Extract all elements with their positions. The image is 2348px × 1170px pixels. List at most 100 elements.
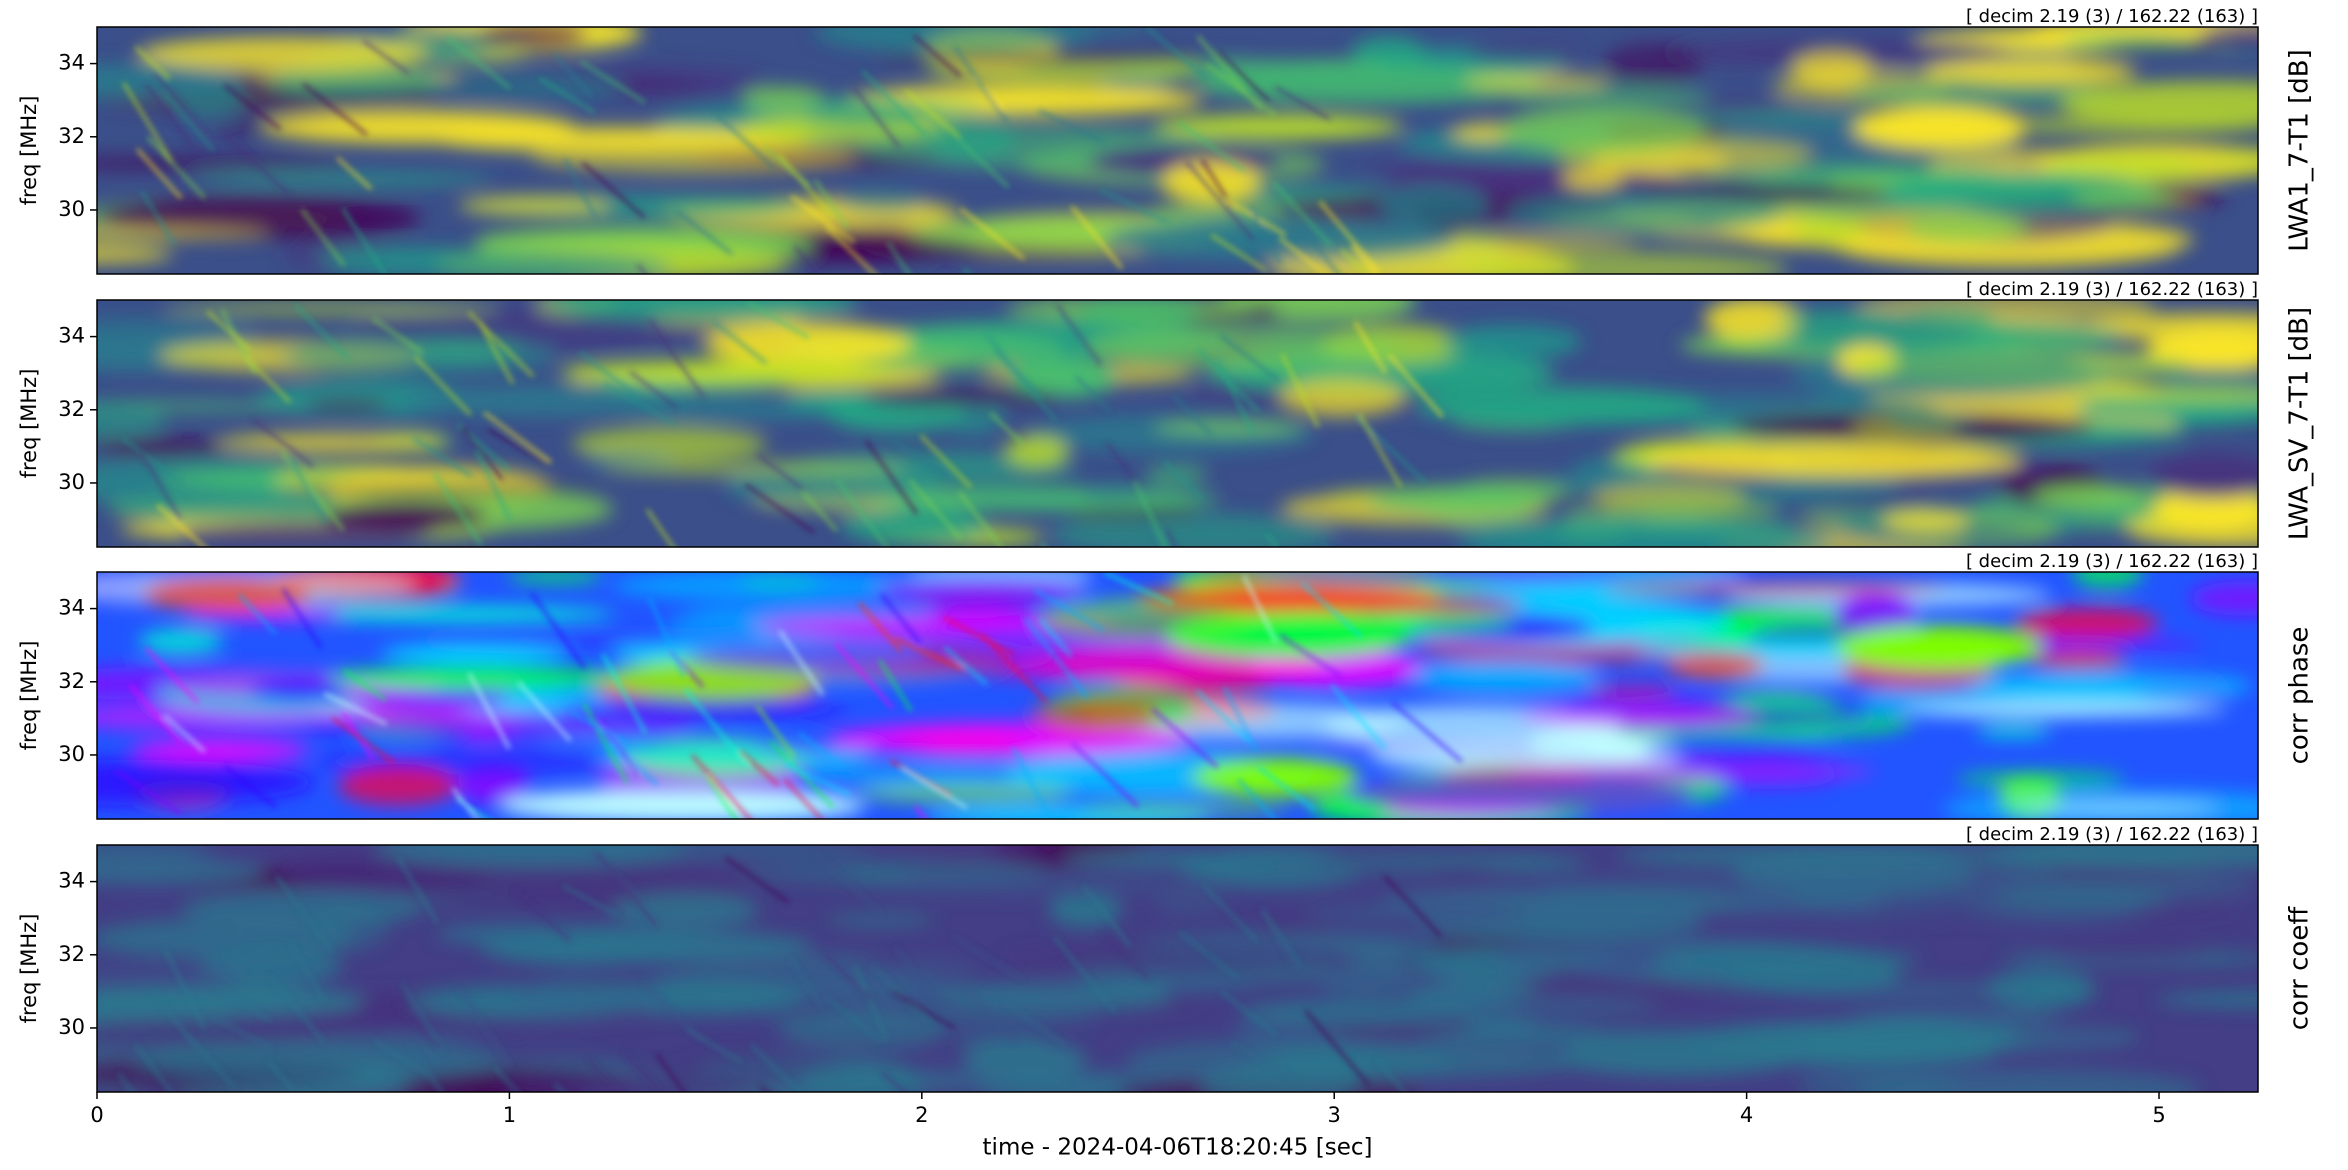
texture-blob (1152, 422, 1304, 433)
y-axis-label: freq [MHz] (17, 369, 41, 479)
texture-blob (602, 462, 908, 475)
texture-blob (572, 427, 767, 461)
texture-blob (838, 187, 926, 212)
texture-blob (885, 957, 979, 981)
texture-blob (1368, 486, 1550, 516)
texture-blob (2008, 1027, 2125, 1042)
texture-blob (1004, 941, 1361, 977)
texture-streak (441, 1092, 509, 1167)
texture-blob (876, 579, 1089, 604)
x-tick-label: 4 (1740, 1103, 1753, 1127)
y-axis-label: freq [MHz] (17, 641, 41, 751)
texture-blob (962, 1040, 1087, 1079)
texture-blob (1904, 213, 2030, 243)
texture-blob (531, 139, 858, 174)
texture-blob (1358, 162, 1559, 173)
texture-blob (1458, 252, 1789, 286)
texture-blob (338, 765, 459, 806)
panel-annotation: [ decim 2.19 (3) / 162.22 (163) ] (1966, 6, 2258, 27)
x-axis-label: time - 2024-04-06T18:20:45 [sec] (983, 1135, 1373, 1161)
texture-blob (704, 322, 912, 365)
texture-blob (1505, 192, 1783, 233)
texture-blob (1881, 510, 1968, 532)
panel-title: LWA1_7-T1 [dB] (2285, 49, 2315, 252)
texture-blob (1969, 672, 2252, 701)
y-tick-label: 30 (58, 742, 85, 766)
y-tick-label: 30 (58, 470, 85, 494)
texture-blob (1468, 44, 1583, 61)
texture-blob (1419, 387, 1706, 425)
texture-blob (2065, 388, 2301, 402)
texture-blob (1268, 60, 1395, 74)
y-tick-label: 32 (58, 669, 85, 693)
texture-blob (1240, 999, 1474, 1026)
texture-blob (1849, 350, 2191, 386)
texture-streak (614, 1089, 650, 1160)
panel-title: corr coeff (2285, 906, 2315, 1031)
texture-blob (262, 111, 575, 144)
texture-streak (129, 1090, 199, 1150)
texture-blob (93, 438, 228, 457)
y-tick-label: 34 (58, 51, 85, 75)
texture-blob (1666, 652, 1766, 679)
texture-blob (875, 54, 1201, 65)
texture-blob (923, 120, 1015, 160)
texture-blob (1790, 217, 1867, 243)
texture-streak (872, 1091, 918, 1158)
texture-blob (1083, 327, 1401, 370)
texture-blob (1347, 774, 1698, 815)
texture-blob (1616, 843, 1954, 867)
texture-blob (1749, 1041, 1995, 1066)
texture-streak (555, 1084, 624, 1150)
texture-blob (559, 361, 897, 384)
y-axis-label: freq [MHz] (17, 914, 41, 1024)
x-tick-label: 2 (915, 1103, 928, 1127)
y-tick-label: 34 (58, 596, 85, 620)
texture-blob (1835, 625, 2041, 669)
texture-blob (1900, 305, 1995, 327)
figure: 30 32 34 freq [MHz] [ decim 2.19 (3) / 162.2… (0, 0, 2348, 1170)
texture-blob (1994, 885, 2172, 910)
texture-blob (1378, 184, 1489, 226)
texture-blob (1049, 513, 1335, 556)
texture-blob (1647, 443, 2023, 477)
texture-blob (380, 643, 571, 664)
texture-blob (1791, 51, 1872, 87)
texture-blob (1039, 598, 1252, 640)
texture-blob (1499, 108, 1707, 153)
texture-blob (2043, 940, 2212, 962)
texture-blob (1076, 804, 1292, 815)
texture-streak (303, 1088, 352, 1120)
texture-blob (1781, 981, 2036, 1000)
y-tick-label: 34 (58, 324, 85, 348)
texture-blob (1192, 757, 1359, 797)
x-tick-label: 0 (90, 1103, 103, 1127)
texture-blob (1527, 727, 1630, 756)
texture-blob (1249, 566, 1622, 584)
y-tick-label: 32 (58, 942, 85, 966)
texture-blob (1777, 309, 1906, 329)
texture-blob (2148, 454, 2279, 499)
texture-blob (1976, 726, 2051, 737)
texture-blob (163, 304, 499, 314)
texture-blob (479, 21, 588, 49)
texture-blob (1418, 870, 1512, 889)
texture-blob (138, 36, 430, 71)
texture-blob (1154, 887, 1225, 915)
texture-blob (2012, 802, 2219, 812)
texture-blob (20, 839, 214, 861)
y-tick-label: 32 (58, 124, 85, 148)
texture-blob (1027, 415, 1314, 453)
texture-blob (799, 1061, 922, 1104)
texture-blob (1602, 43, 1702, 87)
texture-blob (742, 860, 1048, 886)
texture-blob (1539, 896, 1836, 909)
texture-blob (1704, 760, 1841, 789)
texture-blob (1515, 711, 1761, 724)
texture-blob (353, 714, 698, 738)
texture-blob (195, 173, 495, 186)
texture-blob (1443, 325, 1582, 359)
texture-blob (2156, 992, 2348, 1007)
texture-blob (133, 1038, 504, 1083)
texture-blob (2190, 581, 2298, 616)
